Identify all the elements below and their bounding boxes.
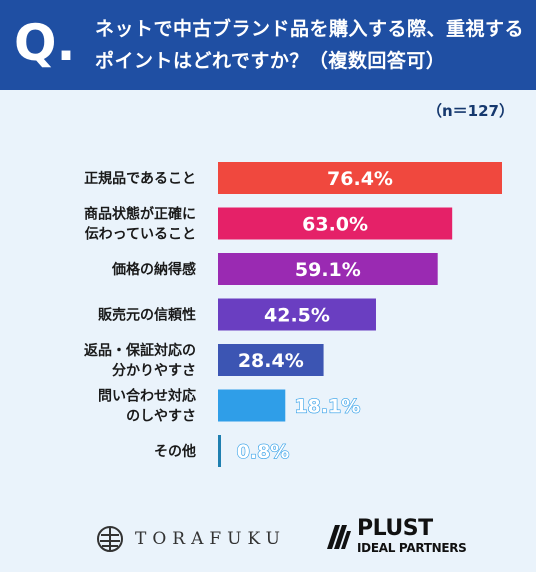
value-label: 28.4% [238, 350, 304, 372]
question-header: Q. ネットで中古ブランド品を購入する際、重視するポイントはどれですか？（複数回… [0, 0, 536, 90]
category-label: 販売元の信頼性 [98, 307, 196, 324]
value-label: 18.1% [294, 396, 360, 418]
category-label: その他 [154, 443, 196, 460]
plust-logo: PLUST IDEAL PARTNERS [325, 518, 467, 556]
torafuku-wordmark: TORAFUKU [135, 529, 286, 549]
value-label: 42.5% [264, 305, 330, 327]
sample-size-note: （n＝127） [427, 102, 514, 120]
bar [218, 162, 502, 194]
footer-logos: TORAFUKU PLUST IDEAL PARTNERS [0, 510, 536, 566]
torafuku-logo: TORAFUKU [95, 524, 286, 554]
question-text: ネットで中古ブランド品を購入する際、重視するポイントはどれですか？（複数回答可） [95, 18, 525, 72]
bar-chart: 正規品であること 76.4% 商品状態が正確に伝わっていること 63.0% 価格の納得感… [84, 162, 502, 467]
value-label: 63.0% [302, 214, 368, 236]
bar [218, 298, 376, 331]
question-mark: Q. [14, 14, 76, 72]
bar [218, 389, 286, 422]
category-label: 問い合わせ対応のしやすさ [98, 388, 196, 425]
plust-wordmark: PLUST [357, 516, 433, 541]
bar [218, 344, 324, 376]
plust-subtitle: IDEAL PARTNERS [357, 541, 467, 555]
bar [218, 207, 453, 240]
value-label: 0.8% [237, 441, 290, 463]
category-label: 正規品であること [84, 171, 196, 187]
bar [218, 253, 438, 285]
value-label: 59.1% [295, 259, 361, 281]
category-label: 価格の納得感 [111, 261, 196, 278]
value-label: 76.4% [327, 168, 393, 190]
bar [218, 435, 221, 467]
category-label: 返品・保証対応の分かりやすさ [84, 342, 196, 379]
torafuku-emblem-icon [97, 526, 123, 552]
category-label: 商品状態が正確に伝わっていること [84, 206, 196, 243]
plust-emblem-icon [327, 525, 351, 549]
